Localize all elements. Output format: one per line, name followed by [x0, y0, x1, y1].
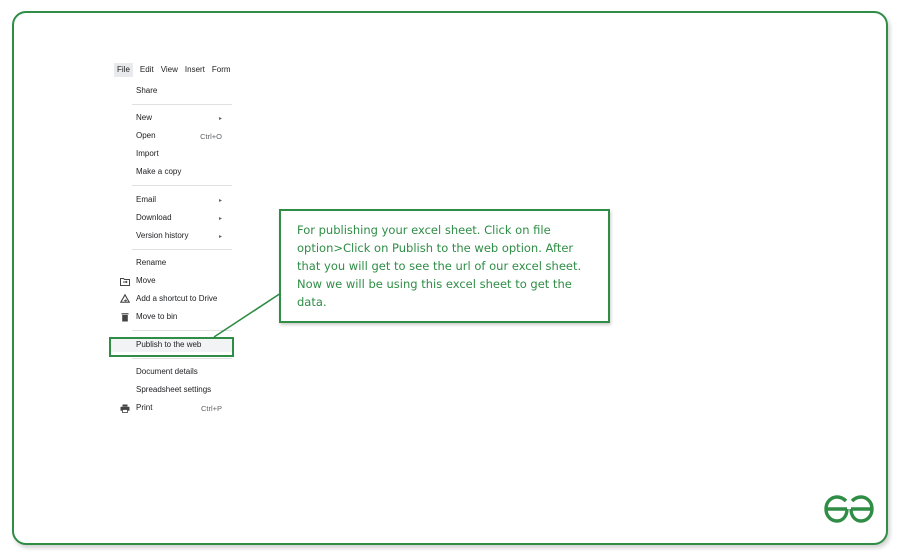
- menu-insert[interactable]: Insert: [184, 65, 205, 74]
- menu-view[interactable]: View: [160, 65, 178, 74]
- menu-item-new[interactable]: New ▸: [110, 111, 232, 125]
- menu-divider: [132, 330, 232, 331]
- menu-item-make-copy[interactable]: Make a copy: [110, 165, 232, 179]
- menu-item-label: Share: [136, 86, 158, 95]
- menu-divider: [132, 185, 232, 186]
- menu-format[interactable]: Form: [211, 65, 231, 74]
- menu-item-label: Print: [136, 403, 153, 412]
- menu-item-label: Spreadsheet settings: [136, 385, 212, 394]
- menu-item-email[interactable]: Email ▸: [110, 193, 232, 207]
- menu-item-publish-to-web[interactable]: Publish to the web: [110, 338, 232, 352]
- menu-item-import[interactable]: Import: [110, 147, 232, 161]
- printer-icon: [120, 403, 130, 413]
- submenu-arrow-icon: ▸: [218, 197, 222, 204]
- menu-item-share[interactable]: Share: [110, 84, 232, 98]
- menu-item-add-shortcut[interactable]: Add a shortcut to Drive: [110, 292, 232, 306]
- menu-item-label: Import: [136, 149, 159, 158]
- menu-item-move[interactable]: Move: [110, 274, 232, 288]
- menu-item-label: Document details: [136, 367, 198, 376]
- menu-item-download[interactable]: Download ▸: [110, 211, 232, 225]
- menu-item-version-history[interactable]: Version history ▸: [110, 229, 232, 243]
- submenu-arrow-icon: ▸: [218, 215, 222, 222]
- keyboard-shortcut: Ctrl+O: [200, 131, 222, 141]
- submenu-arrow-icon: ▸: [218, 115, 222, 122]
- menu-item-label: Email: [136, 195, 157, 204]
- menu-item-label: Publish to the web: [136, 340, 202, 349]
- file-menu: Share New ▸ Open Ctrl+O Import Make a co…: [110, 77, 232, 418]
- menu-item-move-to-bin[interactable]: Move to bin: [110, 310, 232, 324]
- menu-item-label: Make a copy: [136, 167, 182, 176]
- publish-highlight-box: [109, 337, 234, 357]
- menu-item-open[interactable]: Open Ctrl+O: [110, 129, 232, 143]
- menu-item-label: Move to bin: [136, 312, 178, 321]
- menu-item-spreadsheet-settings[interactable]: Spreadsheet settings: [110, 383, 232, 397]
- menu-edit[interactable]: Edit: [139, 65, 154, 74]
- submenu-arrow-icon: ▸: [218, 233, 222, 240]
- menu-item-rename[interactable]: Rename: [110, 256, 232, 270]
- menu-item-label: Open: [136, 131, 156, 140]
- gfg-logo-icon: [824, 495, 874, 523]
- callout-text: For publishing your excel sheet. Click o…: [297, 223, 582, 309]
- menu-divider: [132, 104, 232, 105]
- keyboard-shortcut: Ctrl+P: [200, 403, 222, 413]
- folder-move-icon: [120, 276, 130, 286]
- menu-item-label: Move: [136, 276, 156, 285]
- menu-divider: [132, 249, 232, 250]
- menu-item-label: Download: [136, 213, 172, 222]
- menu-item-print[interactable]: Print Ctrl+P: [110, 401, 232, 415]
- menu-item-document-details[interactable]: Document details: [110, 365, 232, 379]
- menu-file[interactable]: File: [114, 63, 133, 77]
- menu-divider: [132, 358, 232, 359]
- menu-item-label: Add a shortcut to Drive: [136, 294, 218, 303]
- menu-item-label: Rename: [136, 258, 167, 267]
- menu-bar: File Edit View Insert Form: [114, 63, 236, 77]
- instruction-callout: For publishing your excel sheet. Click o…: [279, 209, 610, 323]
- menu-item-label: Version history: [136, 231, 189, 240]
- trash-icon: [120, 312, 130, 322]
- drive-shortcut-icon: [120, 294, 130, 304]
- menu-item-label: New: [136, 113, 153, 122]
